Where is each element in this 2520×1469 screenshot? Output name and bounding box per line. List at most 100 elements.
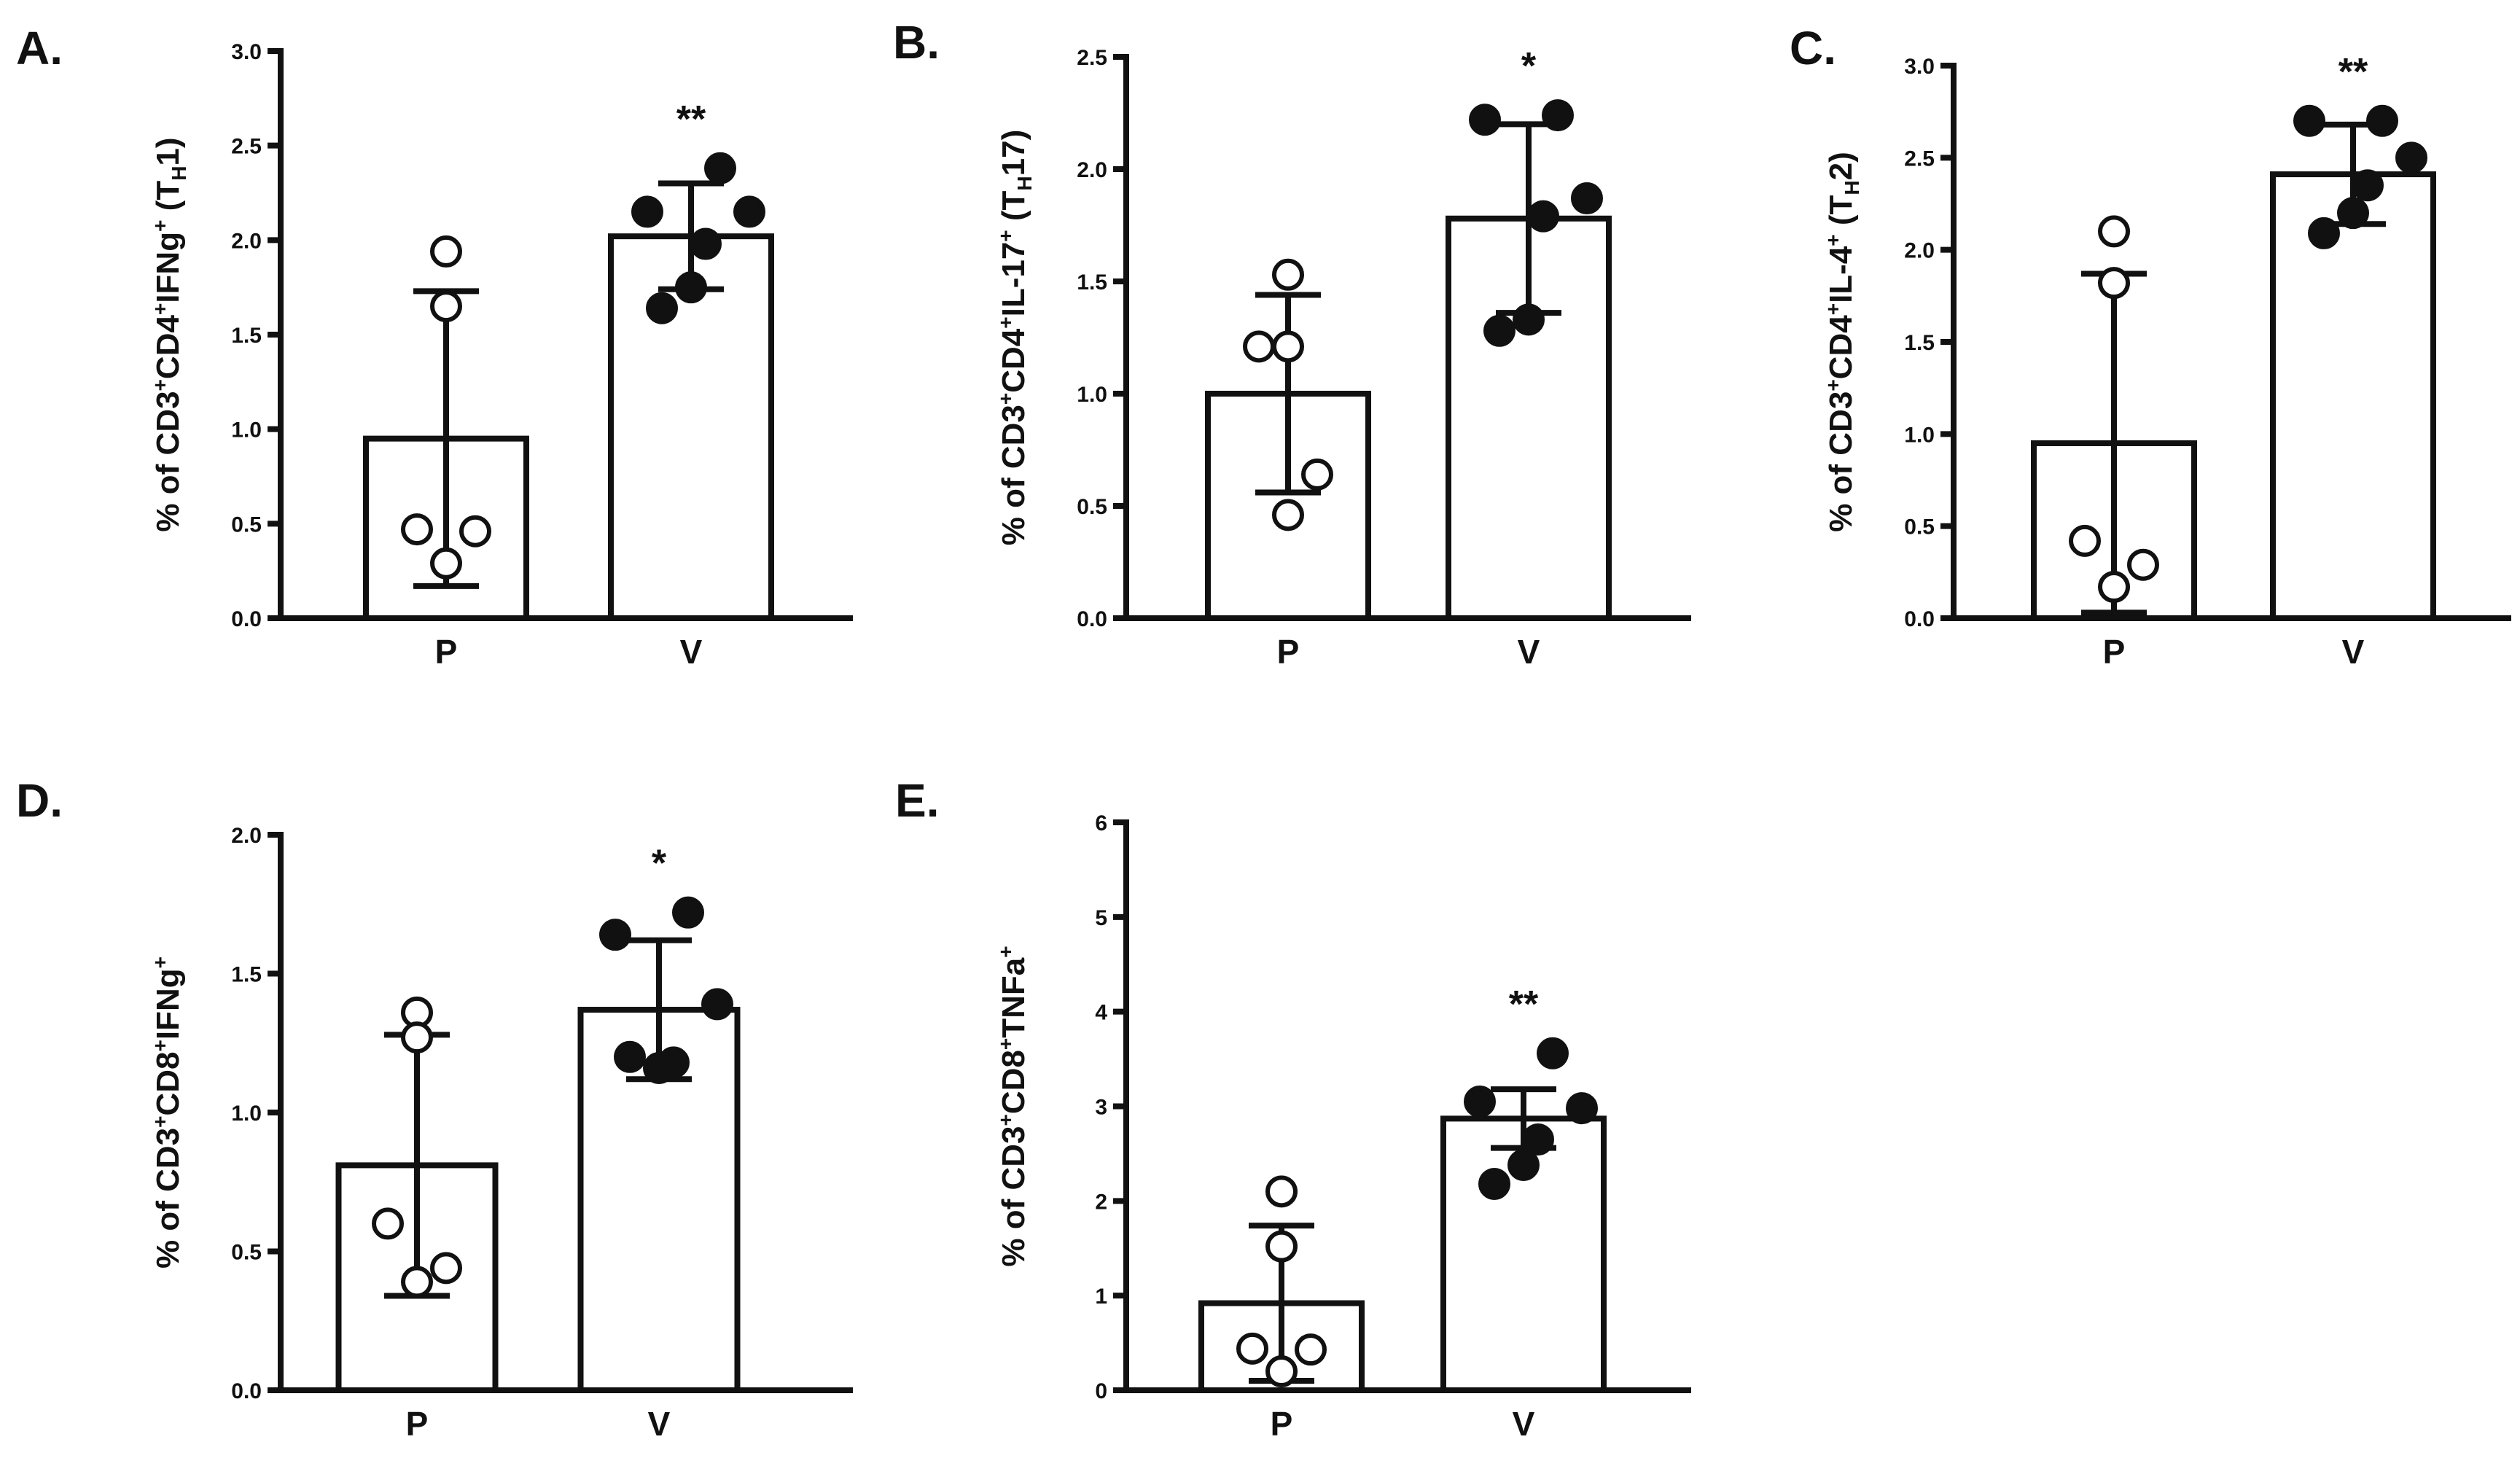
data-point-open [372,1207,404,1240]
data-point-open [1295,1333,1327,1366]
bar-v [2270,171,2436,622]
data-point-filled [1464,1086,1496,1118]
y-axis-label: % of CD3+​CD4+​IFNg+​ (TH​1) [149,137,190,531]
y-tick-label: 0.0 [231,1379,262,1403]
y-axis-label-part: + [149,1040,171,1051]
y-tick-label: 2.5 [1077,46,1107,70]
y-axis-label-part: + [149,1116,171,1128]
data-point-filled [2395,141,2427,174]
y-axis-label-part: % of CD3 [150,391,186,531]
y-axis-label-part: IL-4 [1823,246,1859,303]
data-point-open [1272,330,1304,363]
y-axis-label-part: + [149,379,171,391]
data-point-filled [1566,1092,1598,1125]
y-axis-label-part: CD8 [150,1051,186,1115]
y-axis-label-part: + [1822,379,1844,391]
data-point-open [430,290,462,323]
y-tick-label: 2.0 [1904,239,1935,263]
y-axis-label-part: + [994,393,1017,405]
panel-label: D. [16,774,63,827]
data-point-filled [733,195,765,228]
y-tick-label: 0.0 [231,607,262,631]
y-tick-label: 2.5 [1904,147,1935,171]
data-point-filled [1527,200,1559,233]
y-axis-label-part: TNFa [996,957,1031,1038]
x-category-label: V [1518,633,1540,671]
x-category-label: V [1513,1405,1535,1443]
significance-marker: ** [2338,51,2368,93]
data-point-open [1272,499,1304,531]
panel-label: E. [895,774,939,827]
y-tick-label: 2.0 [1077,158,1107,182]
y-axis-label-part: + [149,220,171,232]
y-tick-label: 2.0 [231,824,262,848]
data-point-filled [643,1052,675,1085]
y-tick-label: 1.0 [231,418,262,443]
y-axis-label-part: 2) [1823,152,1859,180]
y-tick-label: 3 [1095,1096,1107,1120]
y-axis-label-part: 17) [996,130,1031,176]
data-point-open [430,235,462,268]
data-point-filled [2337,197,2369,230]
panel-a: A. 0.0 0.5 1.0 1.5 2.0 2.5 3.0 % of CD3+​CD4+​IF… [16,22,853,671]
y-tick-label: 0.0 [1077,607,1107,631]
data-point-open [1265,1230,1298,1263]
y-tick-label: 0.0 [1904,607,1935,631]
x-category-label: P [1277,633,1300,671]
x-category-label: P [406,1405,429,1443]
y-tick-label: 0.5 [1077,495,1107,519]
y-axis-label-part: CD4 [996,328,1031,393]
data-point-open [1301,458,1333,491]
data-point-filled [2352,169,2384,202]
y-tick-label: 6 [1095,811,1107,835]
y-axis-label-part: + [994,316,1017,328]
data-point-open [1265,1355,1298,1388]
data-point-open [401,1021,433,1054]
y-axis-label-part: + [994,946,1017,957]
data-point-open [401,513,433,546]
data-point-open [1272,258,1304,291]
data-point-open [2127,548,2159,581]
data-point-filled [704,152,736,184]
data-point-filled [675,271,707,304]
x-category-label: P [435,633,458,671]
panel-b: B. 0.0 0.5 1.0 1.5 2.0 2.5 % of CD3+​CD4+​IL-17… [893,16,1691,671]
x-category-label: V [2342,633,2365,671]
y-tick-label: 0.5 [1904,515,1935,539]
y-tick-label: 3.0 [1904,55,1935,79]
data-point-filled [646,292,678,324]
data-point-filled [1571,182,1603,215]
y-axis-label-part: 1) [150,137,186,165]
significance-marker: ** [1509,983,1539,1026]
y-tick-label: 1.5 [1904,331,1935,355]
y-axis-label: % of CD3+​CD4+​IL-4+​ (TH​2) [1822,152,1863,532]
y-axis-label-part: + [1822,303,1844,315]
y-axis-label-part: % of CD3 [150,1128,186,1269]
data-point-filled [1478,1167,1510,1200]
panel-label: A. [16,22,63,74]
y-tick-label: 1.0 [231,1102,262,1126]
data-point-open [430,1252,462,1285]
y-axis-label-part: H [1013,176,1036,190]
y-axis-label: % of CD3+​CD8+​IFNg+​ [149,956,186,1269]
y-axis-label-part: + [994,1038,1017,1050]
significance-marker: * [652,843,667,885]
y-tick-label: 4 [1095,1001,1107,1025]
y-axis-label-part: % of CD3 [1823,391,1859,532]
y-axis-label-part: IFNg [150,968,186,1040]
data-point-filled [1507,1148,1540,1181]
data-point-filled [599,919,631,951]
data-point-open [2098,571,2130,604]
y-tick-label: 3.0 [231,40,262,64]
y-tick-label: 2.0 [231,229,262,253]
y-tick-label: 2 [1095,1190,1107,1214]
y-tick-label: 1.5 [231,963,262,987]
panel-e: E. 0 1 2 3 4 5 6 % of CD3+​CD8+​TNFa+​ P V ** [895,774,1691,1443]
significance-marker: ** [676,98,706,141]
y-axis-label-part: + [994,1114,1017,1126]
y-axis-label-part: IFNg [150,232,186,303]
y-axis-label-part: IL-17 [996,242,1031,317]
data-point-filled [1513,303,1545,336]
y-tick-label: 0.5 [231,1241,262,1265]
y-axis-label-part: + [1822,234,1844,246]
